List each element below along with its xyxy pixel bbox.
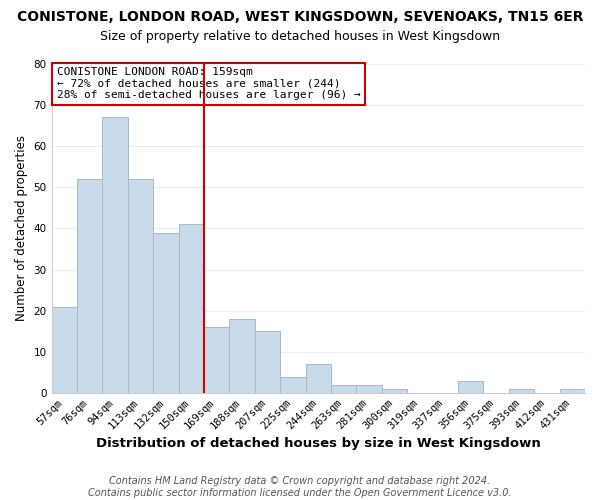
Bar xyxy=(255,332,280,393)
Y-axis label: Number of detached properties: Number of detached properties xyxy=(15,136,28,322)
Bar xyxy=(280,376,305,393)
Bar xyxy=(458,380,484,393)
Bar xyxy=(179,224,204,393)
Bar xyxy=(560,389,585,393)
Bar xyxy=(305,364,331,393)
X-axis label: Distribution of detached houses by size in West Kingsdown: Distribution of detached houses by size … xyxy=(96,437,541,450)
Bar xyxy=(153,232,179,393)
Bar xyxy=(204,327,229,393)
Bar xyxy=(382,389,407,393)
Bar xyxy=(356,385,382,393)
Text: CONISTONE, LONDON ROAD, WEST KINGSDOWN, SEVENOAKS, TN15 6ER: CONISTONE, LONDON ROAD, WEST KINGSDOWN, … xyxy=(17,10,583,24)
Text: Size of property relative to detached houses in West Kingsdown: Size of property relative to detached ho… xyxy=(100,30,500,43)
Bar xyxy=(52,306,77,393)
Bar xyxy=(229,319,255,393)
Bar xyxy=(331,385,356,393)
Bar xyxy=(77,179,103,393)
Text: Contains HM Land Registry data © Crown copyright and database right 2024.
Contai: Contains HM Land Registry data © Crown c… xyxy=(88,476,512,498)
Bar xyxy=(128,179,153,393)
Bar xyxy=(103,118,128,393)
Bar xyxy=(509,389,534,393)
Text: CONISTONE LONDON ROAD: 159sqm
← 72% of detached houses are smaller (244)
28% of : CONISTONE LONDON ROAD: 159sqm ← 72% of d… xyxy=(57,68,361,100)
